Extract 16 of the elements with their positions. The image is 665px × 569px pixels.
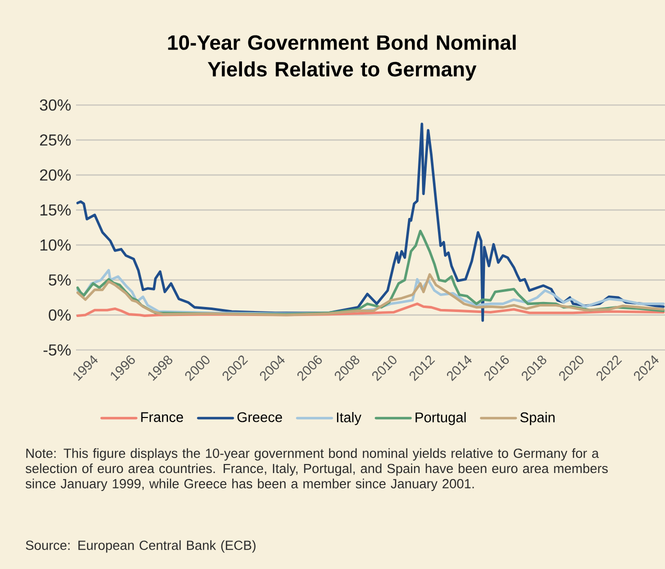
legend-label: Greece bbox=[237, 412, 282, 422]
legend-label: Italy bbox=[337, 412, 362, 426]
y-tick-label: 25% bbox=[40, 134, 71, 146]
y-tick-label: 15% bbox=[40, 204, 71, 216]
chart-title: 10-Year Government Bond Nominal Yields Relative to Germany bbox=[168, 34, 516, 81]
y-tick-label: 20% bbox=[40, 169, 71, 181]
y-tick-label: 0% bbox=[48, 309, 71, 321]
y-tick-label: 30% bbox=[40, 99, 71, 111]
legend-label: France bbox=[141, 412, 184, 422]
legend-label: Portugal bbox=[416, 412, 466, 426]
legend-label: Spain bbox=[520, 412, 555, 426]
y-tick-label: 5% bbox=[48, 274, 71, 286]
y-tick-label: 10% bbox=[40, 239, 71, 251]
source-note: Source: European Central Bank (ECB) bbox=[26, 540, 256, 553]
text: Note: This figure displays the 10-year government bond nominal yields relative to Germany for a selection of euro area countries. France, Italy, Portugal, and Spain have been euro area members since January 1999, while Greece has been a member since January 2001. bbox=[26, 448, 608, 491]
y-tick-label: -5% bbox=[44, 344, 71, 356]
